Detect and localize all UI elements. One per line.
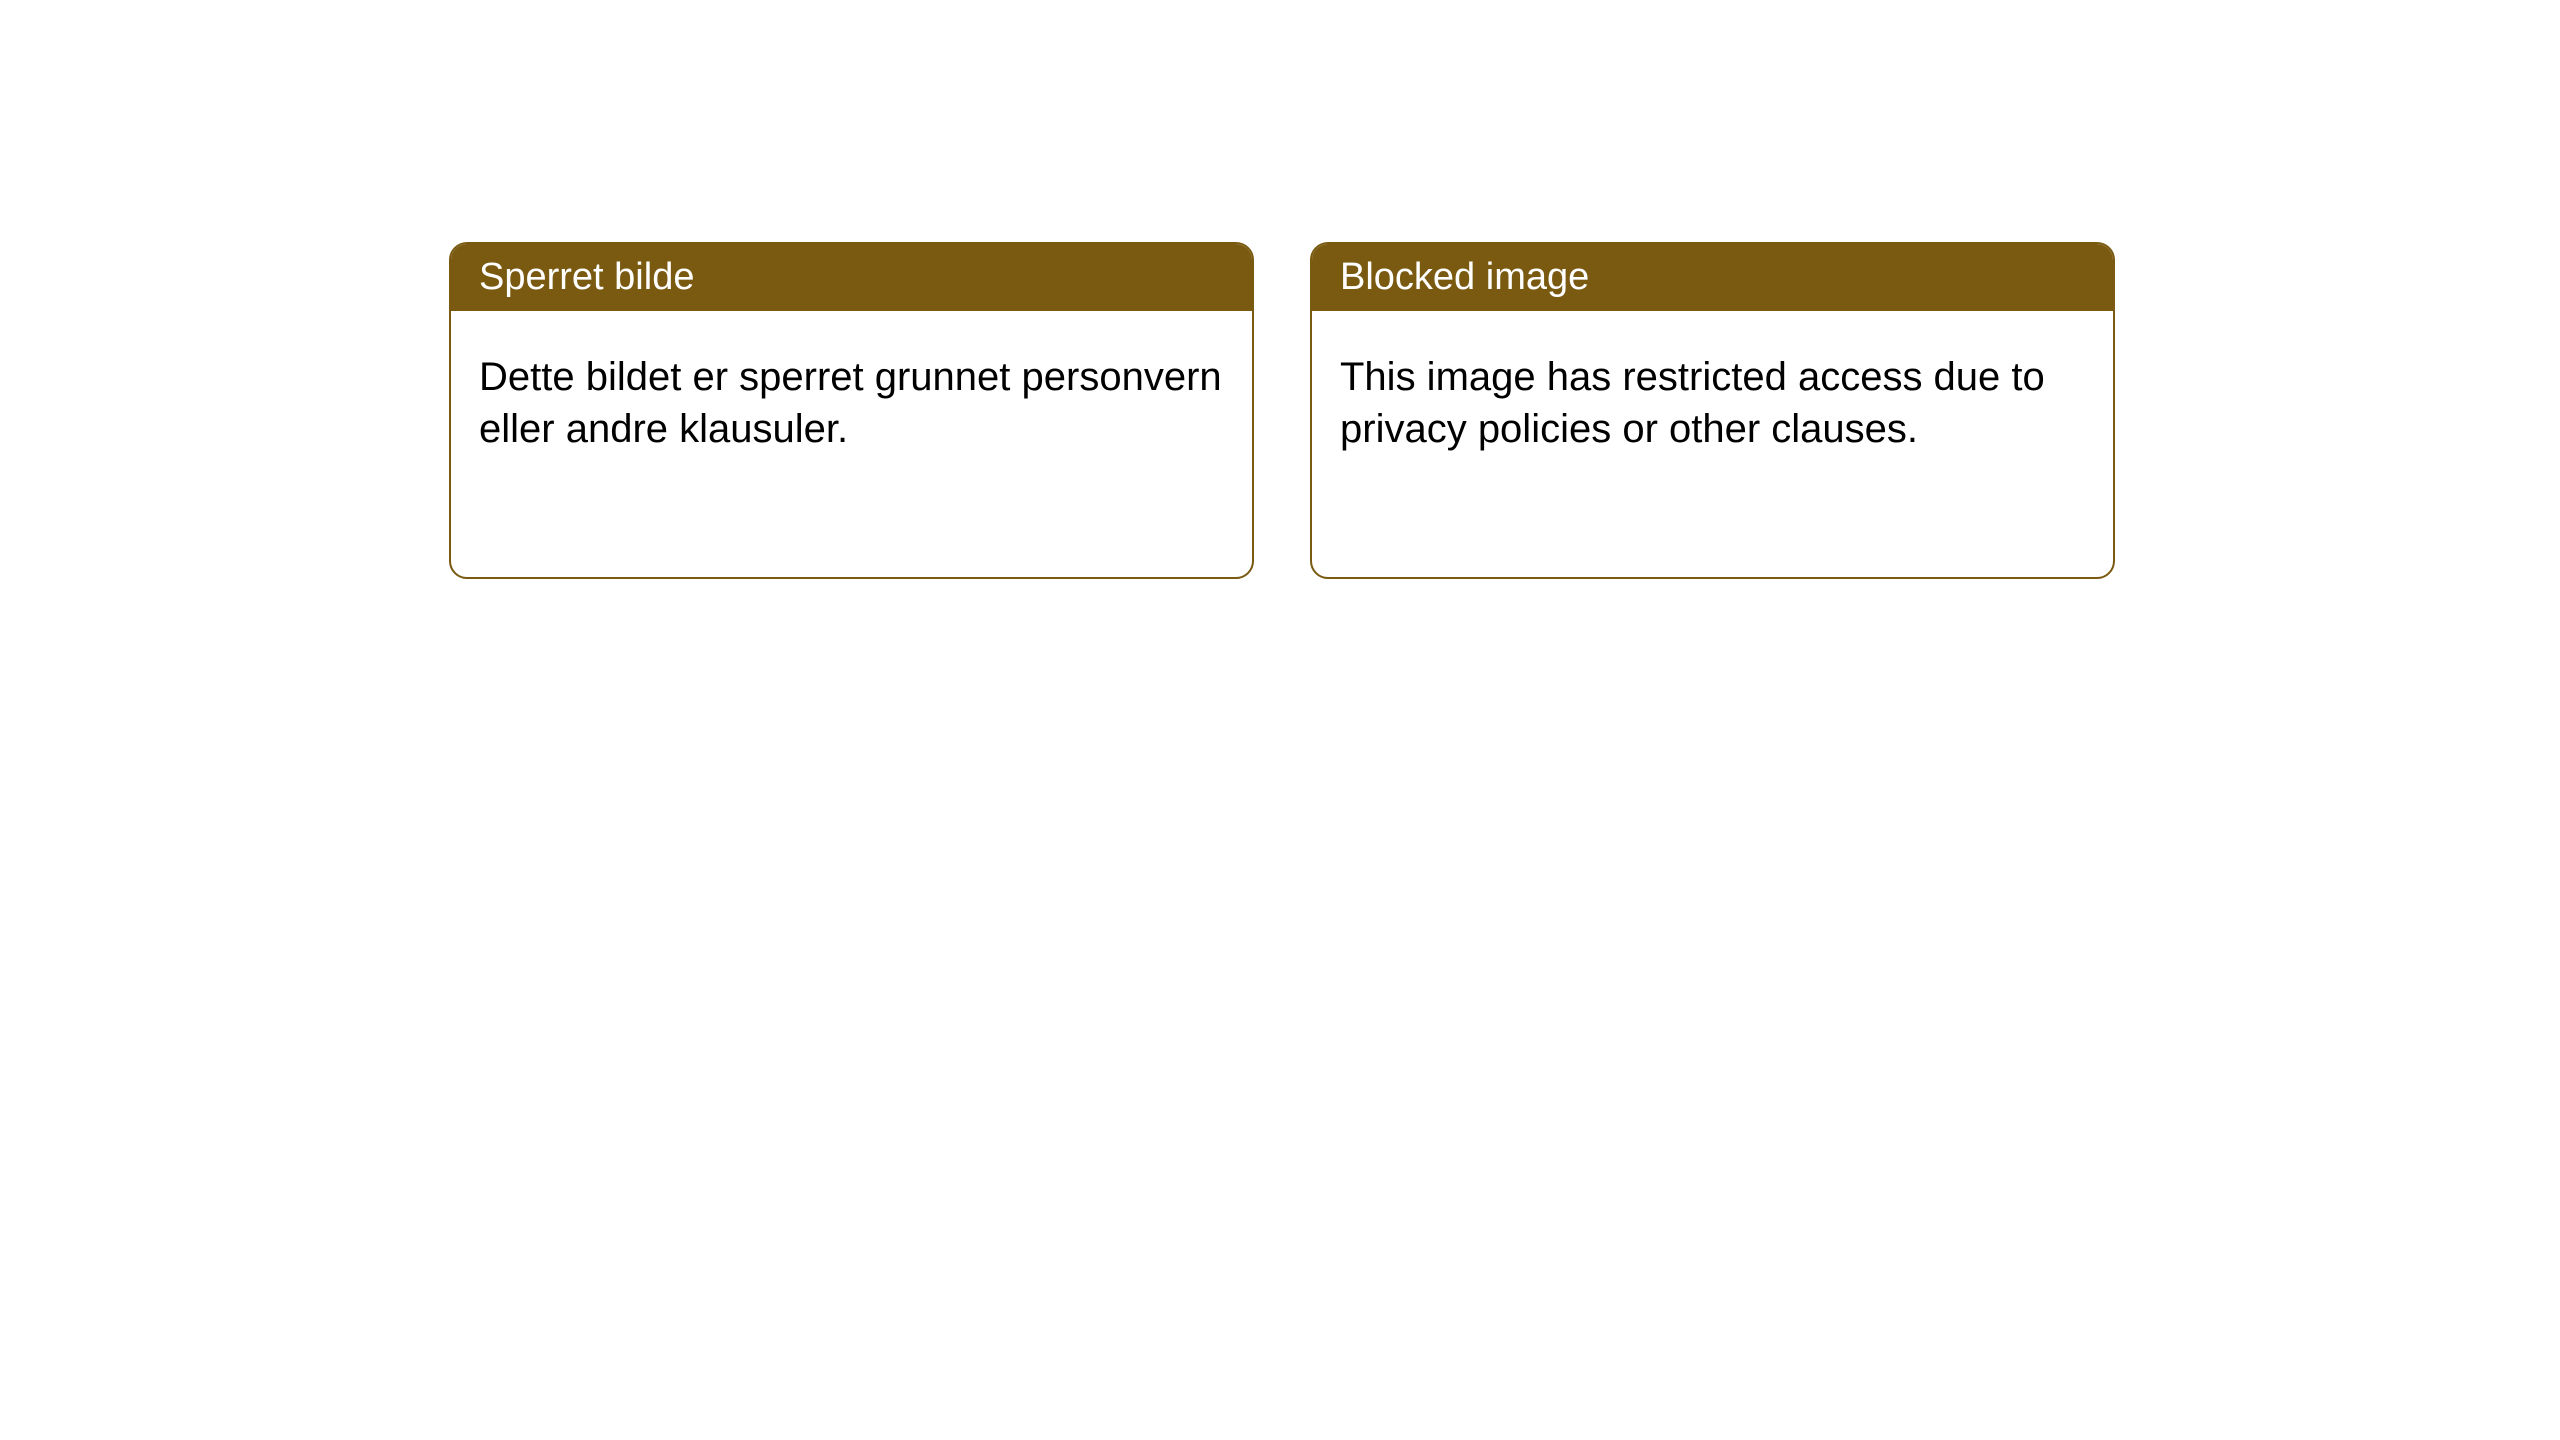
card-title: Blocked image — [1340, 256, 1589, 298]
card-header: Sperret bilde — [451, 244, 1252, 311]
card-body: This image has restricted access due to … — [1312, 311, 2113, 495]
card-body-text: Dette bildet er sperret grunnet personve… — [479, 355, 1222, 451]
blocked-image-card-norwegian: Sperret bilde Dette bildet er sperret gr… — [449, 242, 1254, 579]
card-title: Sperret bilde — [479, 256, 694, 298]
card-header: Blocked image — [1312, 244, 2113, 311]
card-body: Dette bildet er sperret grunnet personve… — [451, 311, 1252, 495]
blocked-image-card-english: Blocked image This image has restricted … — [1310, 242, 2115, 579]
notice-container: Sperret bilde Dette bildet er sperret gr… — [0, 0, 2560, 579]
card-body-text: This image has restricted access due to … — [1340, 355, 2045, 451]
